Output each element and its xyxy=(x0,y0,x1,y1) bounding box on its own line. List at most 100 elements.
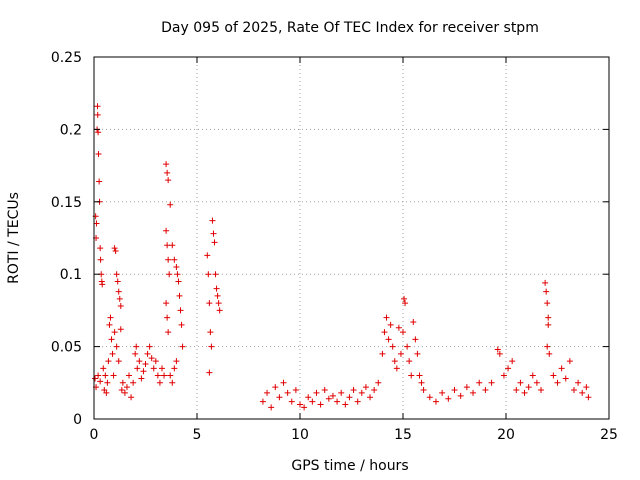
data-point xyxy=(494,346,501,353)
data-point xyxy=(213,285,220,292)
data-point xyxy=(205,271,212,278)
data-point xyxy=(334,398,341,405)
data-point xyxy=(179,343,186,350)
data-point xyxy=(167,372,174,379)
data-point xyxy=(397,350,404,357)
data-point xyxy=(418,379,425,386)
data-point xyxy=(128,394,135,401)
data-point xyxy=(109,350,116,357)
data-point xyxy=(165,256,172,263)
data-point xyxy=(163,300,170,307)
y-tick-label: 0.1 xyxy=(60,267,82,283)
data-point xyxy=(546,350,553,357)
data-point xyxy=(130,379,137,386)
data-point xyxy=(110,372,117,379)
data-point xyxy=(165,329,172,336)
data-point xyxy=(439,389,446,396)
data-point xyxy=(163,227,170,234)
data-point xyxy=(329,392,336,399)
data-point xyxy=(206,369,213,376)
data-point xyxy=(325,395,332,402)
data-point xyxy=(476,379,483,386)
data-point xyxy=(97,256,104,263)
data-point xyxy=(280,379,287,386)
data-point xyxy=(362,384,369,391)
x-tick-label: 5 xyxy=(193,427,202,443)
data-point xyxy=(165,177,172,184)
data-point xyxy=(538,387,545,394)
data-point xyxy=(313,389,320,396)
data-point xyxy=(108,336,115,343)
data-point xyxy=(164,242,171,249)
data-point xyxy=(500,372,507,379)
x-tick-label: 25 xyxy=(600,427,618,443)
data-point xyxy=(92,375,99,382)
data-point xyxy=(142,360,149,367)
data-point xyxy=(173,263,180,270)
data-point xyxy=(119,379,126,386)
data-point xyxy=(95,129,102,136)
data-point xyxy=(268,404,275,411)
data-point xyxy=(420,387,427,394)
data-point xyxy=(164,314,171,321)
plot-frame xyxy=(93,56,610,420)
data-point xyxy=(116,295,123,302)
data-point xyxy=(121,389,128,396)
data-point xyxy=(96,178,103,185)
data-point xyxy=(144,350,151,357)
data-point xyxy=(169,379,176,386)
data-point xyxy=(317,401,324,408)
data-point xyxy=(321,387,328,394)
data-point xyxy=(387,321,394,328)
data-point xyxy=(171,256,178,263)
data-point xyxy=(463,384,470,391)
data-point xyxy=(152,358,159,365)
data-point xyxy=(544,343,551,350)
data-point xyxy=(381,329,388,336)
data-point xyxy=(542,279,549,286)
data-point xyxy=(112,248,119,255)
data-point xyxy=(126,372,133,379)
data-point xyxy=(175,278,182,285)
data-point xyxy=(338,389,345,396)
data-point xyxy=(113,343,120,350)
data-point xyxy=(358,389,365,396)
data-points xyxy=(92,103,592,411)
data-point xyxy=(158,365,165,372)
data-point xyxy=(111,245,118,252)
data-point xyxy=(292,387,299,394)
data-point xyxy=(211,239,218,246)
data-point xyxy=(95,372,102,379)
y-axis-title: ROTI / TECUs xyxy=(6,192,22,284)
data-point xyxy=(163,161,170,168)
data-point xyxy=(113,271,120,278)
data-point xyxy=(342,401,349,408)
data-point xyxy=(543,288,550,295)
data-point xyxy=(583,384,590,391)
data-point xyxy=(288,398,295,405)
data-point xyxy=(208,343,215,350)
data-point xyxy=(550,372,557,379)
data-point xyxy=(169,242,176,249)
data-point xyxy=(117,303,124,310)
chart-title: Day 095 of 2025, Rate Of TEC Index for r… xyxy=(161,20,539,36)
data-point xyxy=(166,271,173,278)
data-point xyxy=(106,321,113,328)
data-point xyxy=(161,372,168,379)
x-axis-title: GPS time / hours xyxy=(291,458,408,474)
data-point xyxy=(401,295,408,302)
data-point xyxy=(521,389,528,396)
data-point xyxy=(264,389,271,396)
data-point xyxy=(517,379,524,386)
x-tick-label: 15 xyxy=(394,427,412,443)
data-point xyxy=(566,358,573,365)
data-point xyxy=(174,271,181,278)
data-point xyxy=(579,389,586,396)
x-axis-ticks: 0 5 10 15 20 25 xyxy=(90,57,618,443)
data-point xyxy=(309,398,316,405)
data-point xyxy=(513,387,520,394)
y-tick-label: 0.15 xyxy=(51,195,82,211)
data-point xyxy=(146,343,153,350)
data-point xyxy=(529,372,536,379)
